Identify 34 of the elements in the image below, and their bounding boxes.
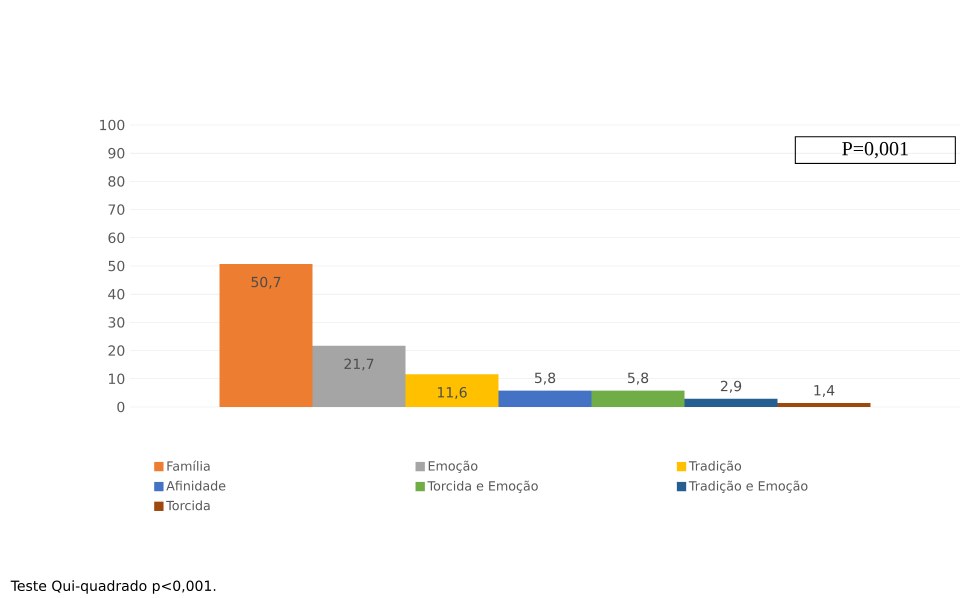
text: Teste Qui-quadrado p<0,001. xyxy=(10,580,216,594)
bar xyxy=(406,374,498,407)
y-tick-label: 70 xyxy=(108,204,124,215)
legend-label: Afinidade xyxy=(166,480,226,491)
legend-label: Torcida e Emoção xyxy=(427,480,538,493)
bar xyxy=(778,403,870,407)
y-tick-label: 40 xyxy=(108,288,124,300)
y-tick-label: 90 xyxy=(108,148,124,158)
legend-label: Torcida xyxy=(166,500,210,510)
bar xyxy=(592,390,684,407)
y-tick-label: 20 xyxy=(108,345,124,356)
bar xyxy=(684,398,778,407)
legend-label: Emoção xyxy=(428,460,478,473)
legend-label: Tradição e Emoção xyxy=(688,480,808,493)
data-label: 21,7 xyxy=(344,358,374,371)
y-tick-label: 0 xyxy=(117,402,124,412)
data-label: 5,8 xyxy=(534,372,556,385)
bar xyxy=(498,390,592,407)
legend-label: Família xyxy=(167,460,210,471)
data-label: 2,9 xyxy=(720,380,742,393)
y-tick-label: 60 xyxy=(108,232,124,244)
annotation: P=0,001 xyxy=(842,142,908,158)
data-label: 11,6 xyxy=(438,386,467,400)
legend-label: Tradição xyxy=(688,460,742,473)
y-tick-label: 100 xyxy=(100,120,124,130)
bar xyxy=(312,346,406,407)
y-tick-label: 50 xyxy=(108,260,124,272)
data-label: 5,8 xyxy=(628,372,648,385)
y-tick-label: 30 xyxy=(108,317,124,328)
data-label: 1,4 xyxy=(814,385,834,397)
y-tick-label: 80 xyxy=(108,176,124,187)
y-tick-label: 10 xyxy=(109,373,124,384)
data-label: 50,7 xyxy=(252,276,280,289)
bar xyxy=(220,264,313,407)
